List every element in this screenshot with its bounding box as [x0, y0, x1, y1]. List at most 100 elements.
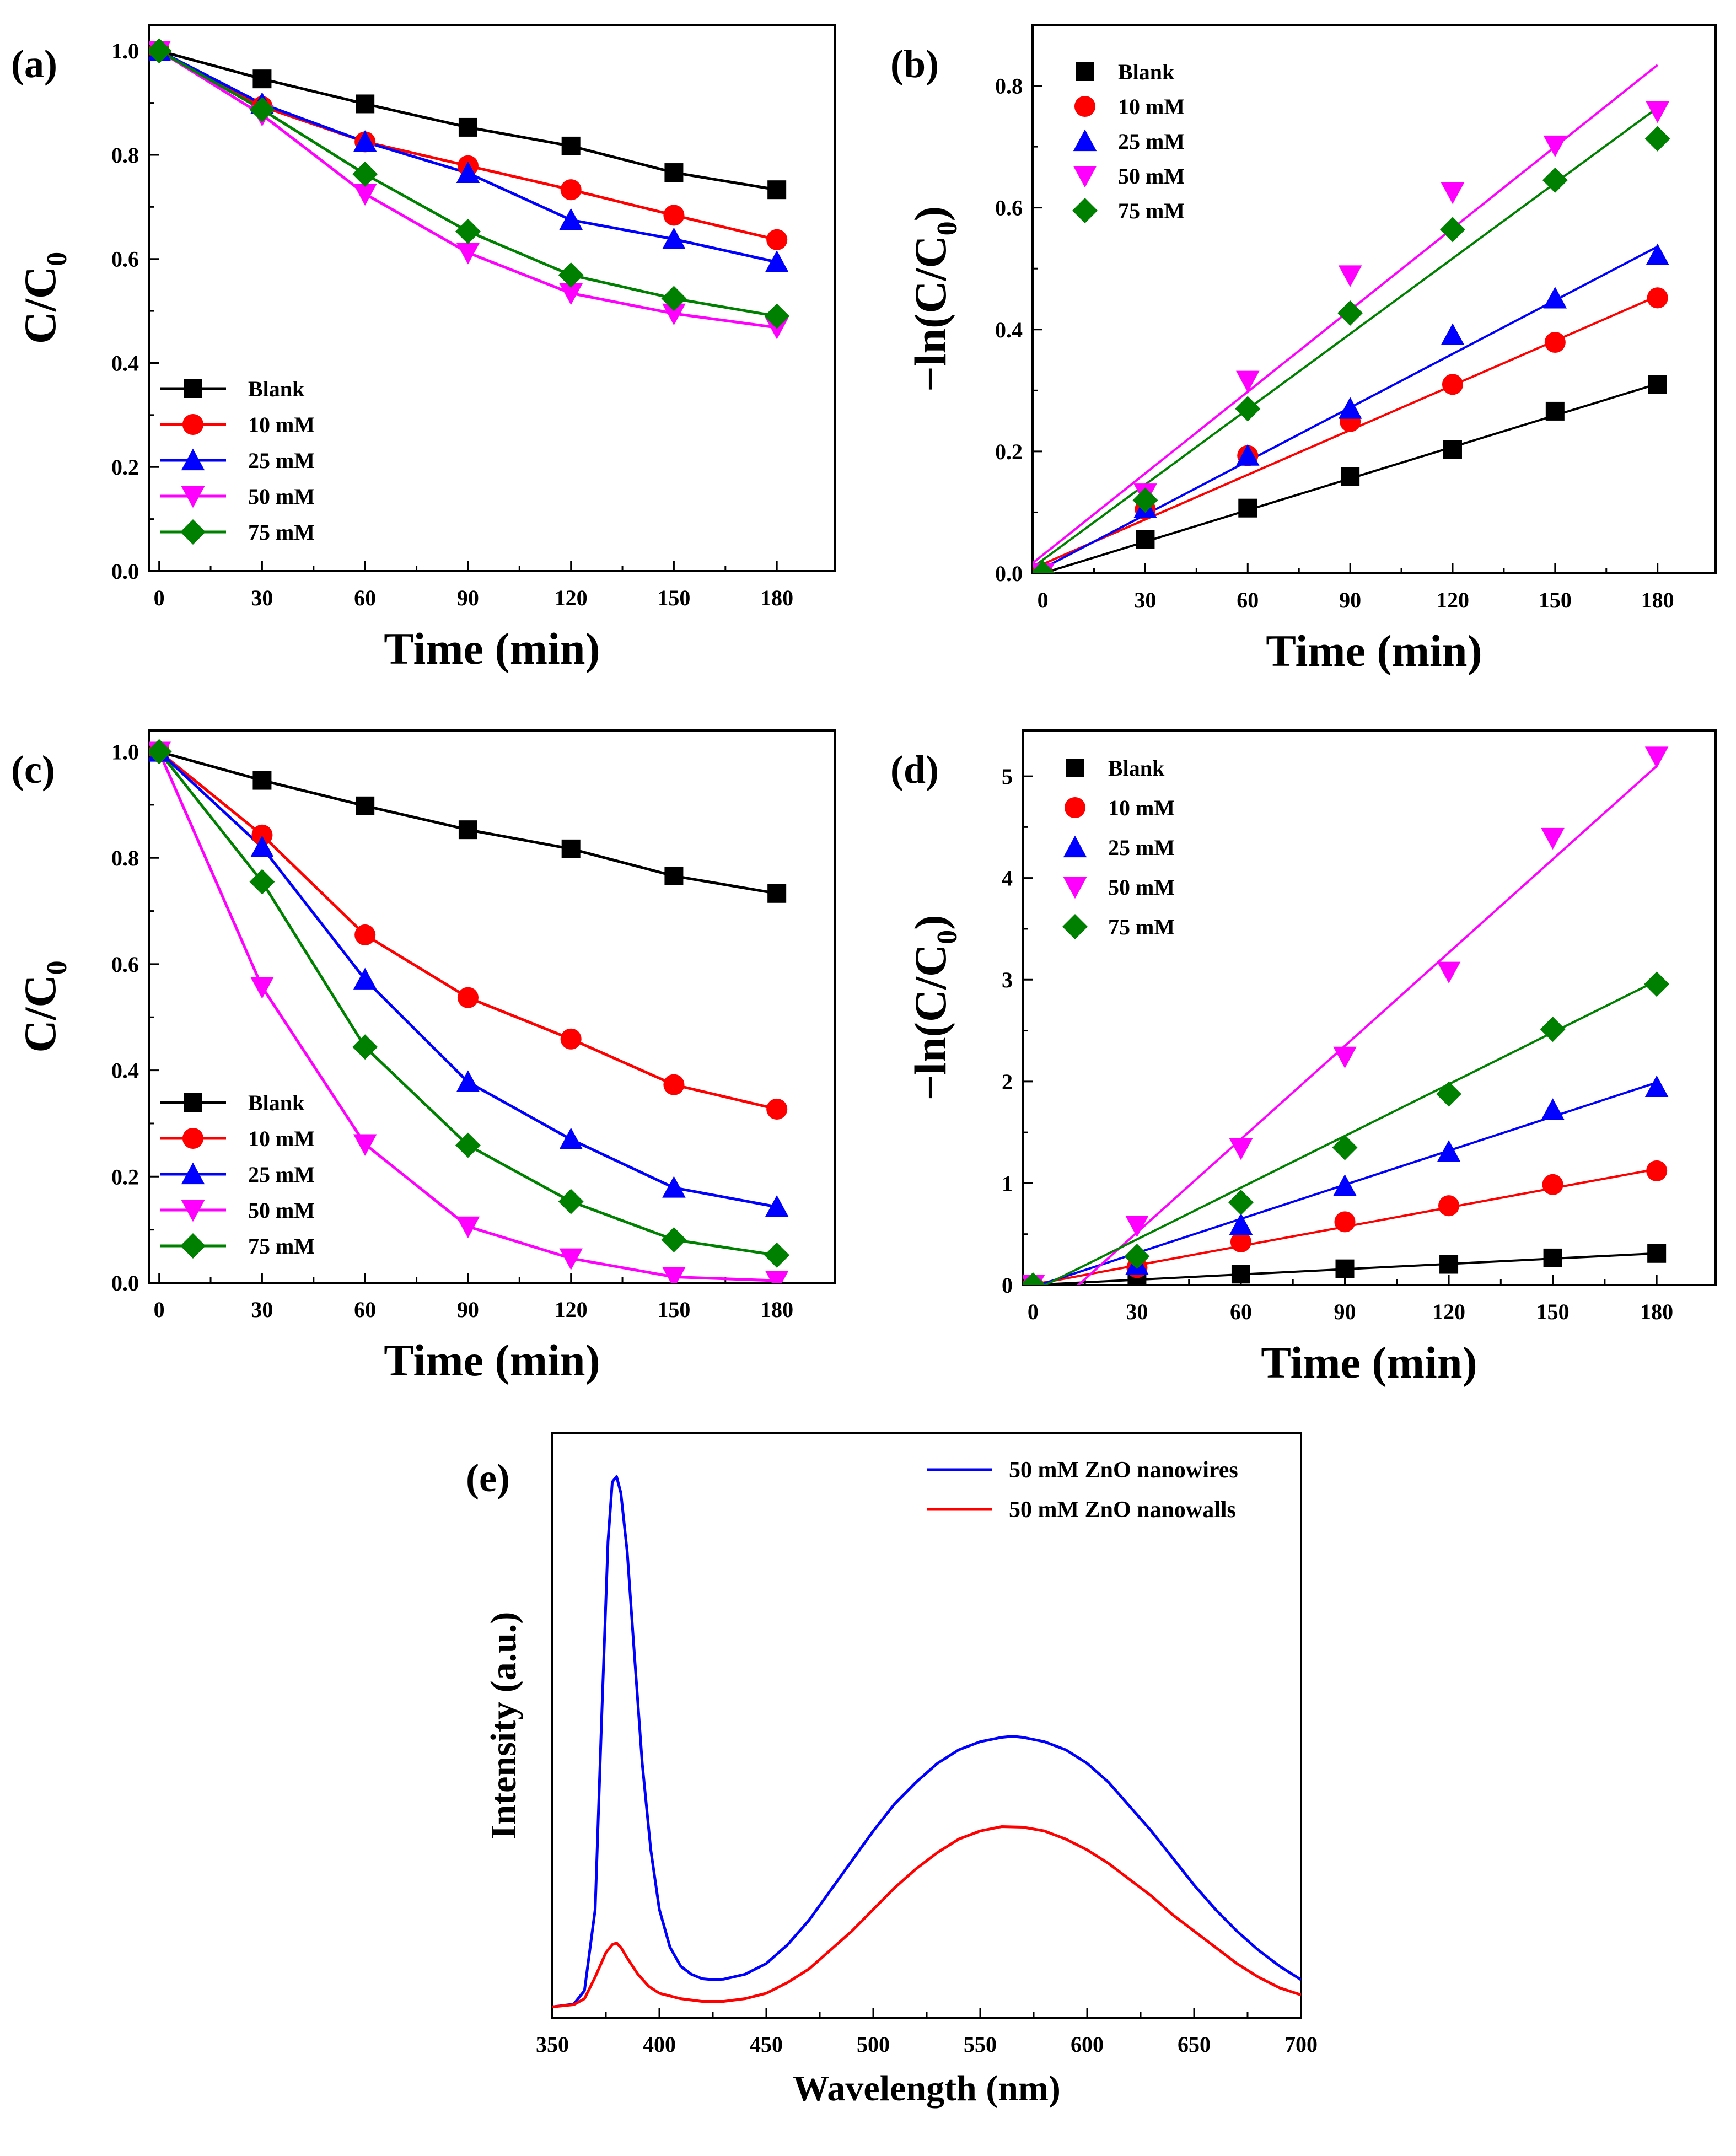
legend-label: Blank	[1118, 60, 1175, 84]
legend-label: 25 mM	[248, 448, 315, 473]
y-tick-label: 0.0	[111, 559, 139, 584]
x-tick-label: 150	[1539, 588, 1572, 612]
y-axis-title: C/C0	[15, 252, 73, 344]
marker-triangle-down	[765, 1271, 789, 1283]
marker-square	[252, 69, 272, 89]
marker-diamond	[1072, 198, 1098, 223]
x-tick-label: 120	[555, 585, 588, 610]
x-tick-label: 180	[760, 1297, 793, 1322]
marker-circle	[1647, 287, 1668, 309]
marker-circle	[1334, 1211, 1356, 1233]
legend-label: 50 mM	[248, 484, 315, 509]
marker-circle	[1442, 374, 1464, 395]
x-tick-label: 90	[457, 585, 479, 610]
x-axis-title: Wavelength (nm)	[793, 2068, 1061, 2109]
marker-diamond	[1132, 487, 1158, 513]
legend-label: 50 mM	[248, 1198, 315, 1223]
marker-diamond	[1124, 1244, 1150, 1270]
x-tick-label: 0	[1028, 1299, 1039, 1324]
legend-label: 50 mM ZnO nanowires	[1009, 1458, 1238, 1483]
marker-triangle-down	[1229, 1138, 1253, 1160]
marker-triangle-down	[1333, 1046, 1357, 1069]
panel-label: (b)	[890, 42, 939, 86]
x-tick-label: 500	[857, 2032, 890, 2057]
panel-e: (e) 350 400 450 500 550 600 650 700 Wavelength (…	[466, 1432, 1318, 2109]
x-tick-label: 150	[657, 1297, 690, 1322]
marker-square	[1136, 530, 1155, 549]
y-tick-label: 1.0	[111, 39, 139, 63]
panel-label: (c)	[11, 748, 55, 792]
y-tick-label: 0.0	[995, 561, 1023, 586]
marker-triangle-down	[1541, 827, 1565, 850]
marker-square	[1066, 759, 1084, 777]
marker-triangle-up	[765, 250, 789, 272]
legend-label: Blank	[248, 377, 305, 401]
marker-triangle-down	[250, 977, 274, 999]
legend-label: 10 mM	[1108, 795, 1175, 820]
marker-square	[664, 163, 684, 182]
marker-diamond	[352, 161, 378, 187]
marker-triangle-up	[1543, 287, 1567, 309]
marker-diamond	[1337, 300, 1363, 326]
panel-d: (d) 0 30 60 90 120 150 180 0 1 2 3 4 5 Time (min) −ln(…	[890, 729, 1717, 1388]
plot-frame	[148, 729, 836, 1284]
marker-circle	[1074, 95, 1096, 117]
y-axis-title: Intensity (a.u.)	[483, 1612, 524, 1840]
marker-triangle-up	[1333, 1174, 1357, 1196]
marker-triangle-down	[559, 283, 583, 305]
x-tick-label: 180	[1641, 588, 1674, 612]
panel-label: (e)	[466, 1456, 510, 1500]
marker-triangle-down	[353, 184, 377, 206]
marker-square	[1335, 1259, 1355, 1278]
marker-diamond	[1033, 561, 1056, 573]
marker-triangle-down	[1125, 1215, 1149, 1238]
y-axis-title: −ln(C/C0)	[905, 206, 963, 392]
marker-triangle-down	[1646, 101, 1669, 123]
marker-triangle-up	[353, 130, 377, 152]
marker-triangle-down	[181, 1200, 205, 1222]
y-tick-label: 0.8	[111, 143, 139, 168]
plot-area	[1033, 64, 1670, 573]
marker-square	[1543, 1248, 1562, 1267]
marker-diamond	[249, 96, 275, 122]
panel-label: (d)	[890, 748, 939, 792]
marker-square	[1341, 467, 1360, 486]
marker-diamond	[1235, 396, 1261, 422]
x-tick-label: 150	[1536, 1299, 1570, 1324]
legend-label: 25 mM	[1118, 129, 1185, 154]
marker-diamond	[455, 218, 481, 244]
legend-label: Blank	[1108, 756, 1165, 781]
x-tick-label: 60	[354, 585, 376, 610]
y-tick-label: 0.0	[111, 1271, 139, 1295]
marker-diamond	[1540, 1017, 1566, 1042]
marker-triangle-up	[1073, 129, 1097, 152]
marker-square	[1545, 401, 1565, 421]
marker-triangle-down	[1644, 746, 1669, 768]
marker-triangle-down	[1073, 165, 1097, 188]
y-tick-label: 0.6	[111, 247, 139, 272]
marker-diamond	[661, 1227, 687, 1252]
x-tick-label: 550	[964, 2032, 997, 2057]
legend-label: 10 mM	[1118, 94, 1185, 119]
marker-circle	[354, 924, 376, 945]
panel-c: (c) 0 30 60 90 120 150 180 0.0 0.2 0.4 0.6 0.8 1.0 Ti…	[11, 729, 836, 1385]
y-axis-title-main: C/C	[15, 266, 65, 344]
marker-diamond	[149, 38, 172, 64]
plot-area	[149, 739, 790, 1283]
y-tick-label: 0.2	[111, 1164, 139, 1189]
x-tick-label: 30	[1134, 588, 1156, 612]
marker-square	[1231, 1265, 1250, 1284]
legend-label: 10 mM	[248, 412, 315, 437]
marker-triangle-up	[1236, 444, 1260, 466]
marker-triangle-up	[1437, 1140, 1461, 1162]
marker-triangle-up	[353, 967, 377, 990]
marker-triangle-up	[559, 1127, 583, 1149]
marker-diamond	[1644, 971, 1670, 997]
marker-triangle-up	[1063, 835, 1087, 858]
x-tick-label: 650	[1178, 2032, 1211, 2057]
marker-square	[767, 884, 787, 903]
panel-a: (a) 0 30 60 90 120 150 180 0.0 0.2 0.4 0.6 0.8 1.0 Ti…	[11, 24, 836, 674]
x-tick-label: 30	[1126, 1299, 1148, 1324]
x-tick-label: 450	[750, 2032, 783, 2057]
marker-triangle-down	[181, 486, 205, 508]
